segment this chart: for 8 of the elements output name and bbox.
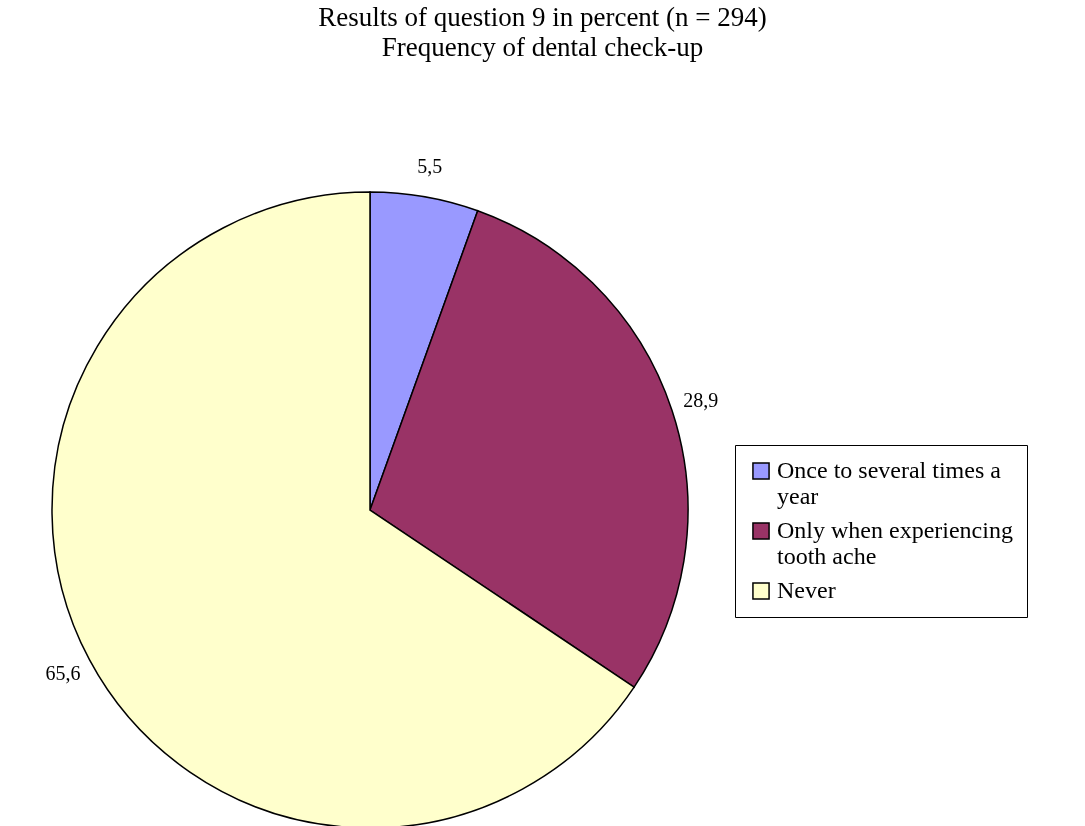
chart-subtitle: Frequency of dental check-up — [381, 32, 704, 62]
data-label: 5,5 — [417, 155, 443, 178]
data-label: 28,9 — [683, 389, 719, 412]
chart-title: Results of question 9 in percent (n = 294) — [318, 2, 767, 32]
data-label: 65,6 — [45, 661, 81, 684]
legend-label: Never — [777, 577, 836, 603]
legend-label: Once to several times a year — [777, 457, 1002, 509]
legend-label: Only when experiencing tooth ache — [777, 517, 1013, 569]
